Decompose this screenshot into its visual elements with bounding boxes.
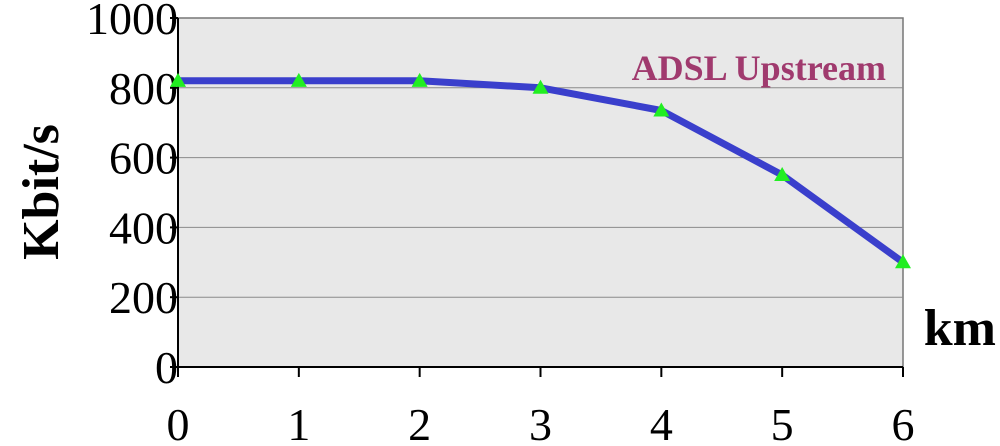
data-point-0 xyxy=(170,72,186,87)
x-tick-labels: 0 1 2 3 4 5 6 xyxy=(167,367,915,446)
data-point-1 xyxy=(290,72,307,87)
x-tick-label-6: 6 xyxy=(892,399,915,446)
x-tick-label-3: 3 xyxy=(529,399,552,446)
y-tick-label-1: 200 xyxy=(109,272,178,323)
y-tick-label-2: 400 xyxy=(109,202,178,253)
data-point-3 xyxy=(532,79,549,94)
x-tick-label-0: 0 xyxy=(167,399,190,446)
x-tick-label-4: 4 xyxy=(650,399,673,446)
data-markers xyxy=(170,72,911,269)
y-tick-labels: 0 200 400 600 800 1000 xyxy=(86,0,178,393)
chart-annotation: ADSL Upstream xyxy=(632,48,886,88)
y-tick-label-3: 600 xyxy=(109,133,178,184)
y-tick-label-4: 800 xyxy=(109,63,178,114)
data-point-4 xyxy=(653,102,670,117)
x-axis-title: km xyxy=(924,300,996,357)
data-point-6 xyxy=(895,254,911,269)
x-tick-label-1: 1 xyxy=(287,399,310,446)
x-tick-label-5: 5 xyxy=(771,399,794,446)
y-tick-label-0: 0 xyxy=(155,342,178,393)
data-point-2 xyxy=(411,72,428,87)
data-point-5 xyxy=(774,167,791,182)
y-tick-label-5: 1000 xyxy=(86,0,178,44)
y-axis-title: Kbit/s xyxy=(13,124,70,260)
x-tick-label-2: 2 xyxy=(408,399,431,446)
